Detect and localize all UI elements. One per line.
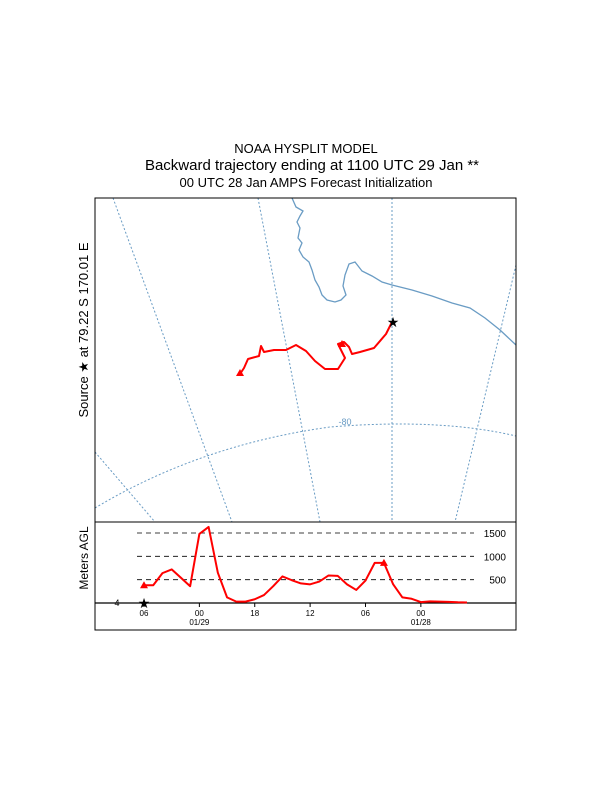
latitude-circle: [95, 424, 516, 508]
x-tick-label: 06: [361, 609, 370, 618]
height-level-label: 500: [489, 576, 506, 587]
map-panel: -80 ★: [95, 198, 516, 522]
trajectory-title: Backward trajectory ending at 1100 UTC 2…: [145, 157, 479, 174]
meridian-line: [258, 198, 320, 522]
start-height-value: 4: [114, 598, 119, 608]
map-frame: [95, 198, 516, 522]
initialization-title: 00 UTC 28 Jan AMPS Forecast Initializati…: [180, 175, 433, 190]
meridian-line: [455, 265, 516, 522]
x-tick-label: 12: [306, 609, 315, 618]
height-level-label: 1500: [484, 529, 507, 540]
model-title: NOAA HYSPLIT MODEL: [234, 141, 378, 156]
source-label: Source ★ at 79.22 S 170.01 E: [76, 242, 91, 417]
x-date-label: 01/28: [411, 618, 432, 627]
hysplit-figure: NOAA HYSPLIT MODEL Backward trajectory e…: [0, 0, 612, 792]
y-axis-label: Meters AGL: [77, 526, 91, 590]
x-tick-label: 18: [250, 609, 259, 618]
trajectory-path: [240, 322, 392, 374]
x-date-label: 01/29: [189, 618, 210, 627]
x-tick-label: 00: [416, 609, 425, 618]
meridian-line: [95, 452, 155, 522]
height-series-line: [144, 527, 467, 603]
coastline: [292, 198, 516, 345]
source-star-icon: ★: [387, 314, 400, 330]
height-level-label: 1000: [484, 552, 507, 563]
x-tick-label: 06: [140, 609, 149, 618]
x-tick-label: 00: [195, 609, 204, 618]
meridian-line: [113, 198, 232, 522]
latitude-label: -80: [338, 417, 351, 427]
